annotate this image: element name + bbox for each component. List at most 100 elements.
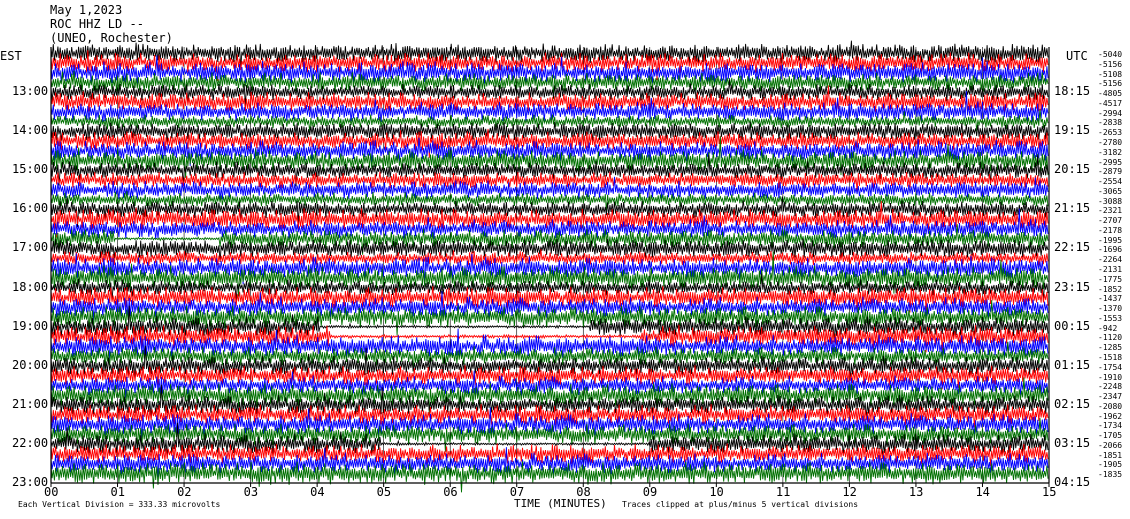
trace-offset-value: -4805 [1098, 89, 1123, 99]
trace-offset-value: -2178 [1098, 225, 1123, 235]
trace-offset-value: -2131 [1098, 265, 1123, 274]
trace-offset-value: -1518 [1098, 352, 1123, 362]
trace-offset-value: -1754 [1098, 362, 1123, 372]
x-tick-label: 05 [376, 485, 392, 499]
left-hour-label: 23:00 [12, 475, 49, 489]
left-hour-label: 20:00 [12, 357, 49, 372]
left-hour-label: 14:00 [12, 123, 49, 138]
x-tick-label: 08 [576, 485, 591, 499]
seismic-trace [50, 55, 1049, 85]
trace-offset-value: -1553 [1098, 313, 1123, 323]
seismic-trace [50, 365, 1049, 390]
trace-offset-value: -2248 [1098, 382, 1123, 392]
seismic-trace [50, 79, 1049, 108]
trace-offset-value: -2838 [1098, 118, 1123, 128]
trace-offset-value: -4517 [1098, 98, 1123, 108]
seismic-trace [50, 370, 1049, 398]
x-tick-label: 11 [775, 485, 791, 499]
right-hour-label: 02:15 [1054, 396, 1091, 411]
seismic-trace [50, 443, 1049, 468]
trace-offset-value: -2347 [1098, 392, 1123, 402]
trace-offset-value: -2995 [1098, 157, 1123, 167]
seismic-trace [50, 70, 1049, 99]
trace-offset-value: -3065 [1098, 186, 1123, 196]
trace-offset-value: -1437 [1098, 294, 1123, 304]
trace-offset-value: -1734 [1098, 421, 1123, 431]
right-hour-label: 03:15 [1054, 435, 1091, 450]
trace-offset-value: -2994 [1098, 108, 1123, 118]
trace-offset-value: -942 [1098, 323, 1118, 333]
x-tick-label: 12 [842, 485, 857, 499]
seismic-trace [50, 154, 1049, 187]
seismic-trace [50, 377, 1049, 415]
trace-offset-value: -2707 [1098, 216, 1123, 226]
trace-offset-value: -2066 [1098, 440, 1123, 450]
right-hour-label: 00:15 [1054, 318, 1091, 333]
right-hour-label: 21:15 [1054, 201, 1091, 216]
seismic-trace [50, 341, 1049, 372]
seismic-trace [50, 291, 1049, 321]
seismic-trace [50, 324, 1049, 353]
trace-offset-value: -5156 [1098, 79, 1123, 89]
trace-offset-value: -1905 [1098, 460, 1123, 470]
seismic-trace [50, 109, 1049, 133]
trace-offset-value: -1696 [1098, 245, 1123, 255]
chart-title-date: May 1,2023 [50, 3, 123, 17]
trace-offset-value: -1370 [1098, 304, 1123, 314]
trace-offset-value: -2321 [1098, 206, 1123, 216]
seismic-trace [50, 208, 1049, 240]
seismic-trace [50, 286, 1049, 313]
right-hour-label: 04:15 [1054, 475, 1091, 489]
trace-offset-value: -2653 [1098, 128, 1123, 138]
seismic-trace [50, 328, 1049, 361]
trace-offset-value: -2780 [1098, 137, 1123, 147]
seismic-trace [50, 300, 1049, 336]
left-hour-label: 16:00 [12, 201, 49, 216]
seismic-trace [50, 251, 1049, 297]
left-hour-label: 17:00 [12, 240, 49, 255]
seismic-trace [50, 305, 1049, 342]
seismic-trace [50, 238, 1049, 263]
trace-offset-value: -1995 [1098, 235, 1123, 245]
trace-offset-value: -2080 [1098, 401, 1123, 411]
chart-title-location: (UNEO, Rochester) [50, 31, 173, 45]
seismic-trace [50, 345, 1049, 381]
seismic-trace [50, 201, 1049, 238]
trace-offset-value: -2554 [1098, 177, 1123, 187]
x-tick-label: 00 [44, 485, 59, 499]
seismic-trace [50, 90, 1049, 123]
seismic-trace [50, 403, 1049, 430]
seismic-trace [50, 273, 1049, 303]
left-hour-label: 13:00 [12, 84, 49, 99]
seismic-trace [50, 121, 1049, 145]
trace-offset-value: -5156 [1098, 59, 1123, 69]
x-tick-label: 07 [509, 485, 525, 499]
trace-offset-value: -1962 [1098, 411, 1123, 421]
seismic-trace [50, 253, 1049, 286]
clip-note: Traces clipped at plus/minus 5 vertical … [622, 500, 859, 509]
x-tick-label: 14 [975, 485, 990, 499]
right-hour-label: 01:15 [1054, 357, 1091, 372]
x-tick-label: 13 [908, 485, 924, 499]
seismic-trace [50, 137, 1049, 168]
x-tick-label: 01 [110, 485, 125, 499]
right-hour-label: 18:15 [1054, 84, 1091, 99]
trace-offset-value: -1285 [1098, 343, 1123, 353]
trace-offset-value: -1835 [1098, 470, 1123, 480]
seismic-trace [50, 40, 1049, 68]
seismic-trace [50, 176, 1049, 200]
x-tick-label: 15 [1042, 485, 1057, 499]
right-hour-label: 23:15 [1054, 279, 1091, 294]
seismic-trace [50, 407, 1049, 439]
trace-offset-value: -1910 [1098, 372, 1123, 382]
trace-offset-value: -3182 [1098, 147, 1123, 157]
seismic-trace [50, 171, 1049, 192]
seismic-trace [50, 384, 1049, 420]
seismic-trace [50, 418, 1049, 452]
trace-offset-value: -1852 [1098, 284, 1123, 294]
left-hour-label: 18:00 [12, 279, 49, 294]
seismic-trace [50, 447, 1049, 478]
x-tick-label: 03 [243, 485, 259, 499]
right-hour-label: 20:15 [1054, 162, 1091, 177]
